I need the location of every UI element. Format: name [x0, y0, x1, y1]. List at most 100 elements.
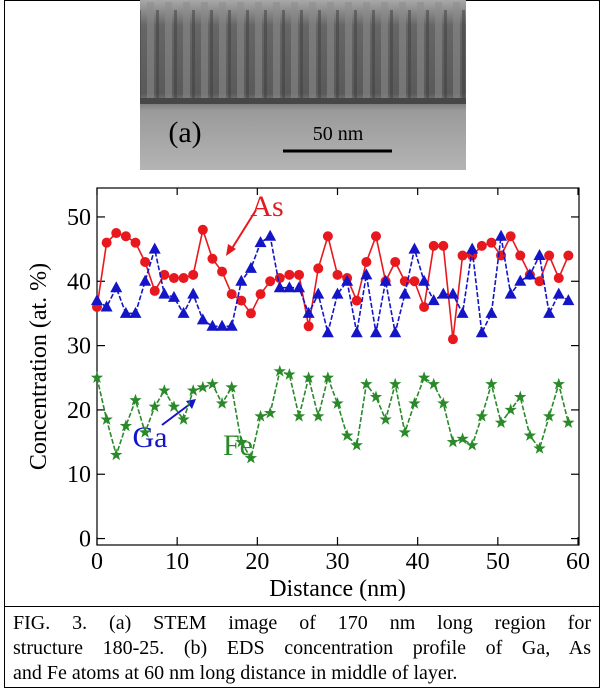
point — [427, 377, 440, 390]
point — [369, 390, 383, 403]
point — [119, 419, 133, 432]
y-tick-label: 10 — [67, 462, 91, 488]
point — [504, 403, 517, 416]
point — [321, 371, 335, 384]
x-tick-label: 20 — [245, 549, 269, 575]
point — [110, 448, 123, 461]
point — [292, 409, 306, 422]
point — [215, 396, 229, 409]
series-line — [96, 370, 570, 461]
y-tick-label: 50 — [67, 205, 91, 231]
point — [139, 274, 152, 286]
point — [523, 429, 537, 441]
point — [274, 273, 285, 284]
point — [476, 240, 487, 251]
point — [417, 371, 431, 384]
point — [331, 396, 344, 409]
point — [158, 287, 171, 299]
point — [321, 326, 334, 338]
point — [138, 425, 152, 438]
legend-label: Fe — [223, 429, 253, 462]
point — [187, 384, 200, 396]
point — [419, 302, 430, 312]
point — [91, 294, 103, 306]
point — [216, 319, 229, 331]
point — [514, 274, 527, 286]
point — [485, 377, 498, 390]
point — [244, 261, 257, 273]
point — [254, 409, 267, 422]
point — [494, 416, 508, 429]
point — [254, 236, 267, 248]
point — [361, 256, 372, 267]
point — [389, 377, 402, 390]
x-tick-label: 10 — [165, 549, 189, 575]
point — [100, 413, 113, 425]
arrow — [161, 403, 191, 426]
point — [226, 289, 237, 300]
point — [273, 281, 286, 293]
point — [264, 229, 277, 241]
point — [534, 276, 545, 287]
point — [331, 287, 344, 299]
x-tick-label: 40 — [406, 549, 430, 575]
scale-bar-label: 50 nm — [313, 123, 364, 145]
point — [552, 287, 565, 299]
point — [187, 287, 200, 299]
stem-image — [140, 0, 466, 170]
point — [350, 326, 363, 338]
point — [196, 380, 209, 393]
point — [437, 287, 450, 299]
point — [542, 409, 556, 422]
point — [217, 266, 228, 277]
point — [486, 237, 497, 248]
point — [418, 274, 431, 286]
point — [263, 406, 277, 419]
caption-line: structure 180-25. (b) EDS concentration … — [13, 637, 591, 659]
x-tick-label: 60 — [566, 549, 590, 575]
point — [360, 377, 373, 390]
point — [379, 413, 392, 425]
point — [553, 273, 564, 284]
point — [523, 268, 536, 280]
y-tick-label: 40 — [67, 269, 91, 295]
point — [119, 306, 132, 318]
point — [437, 396, 450, 409]
caption-line: FIG. 3. (a) STEM image of 170 nm long re… — [13, 612, 591, 634]
figure: (a) 50 nm 0 10 20 30 40 50 0 10 20 30 40 50 60 Distan… — [26, 0, 590, 602]
point — [245, 308, 256, 319]
point — [332, 269, 343, 280]
point — [533, 442, 546, 454]
point — [235, 274, 248, 286]
point — [168, 273, 179, 284]
point — [178, 273, 189, 284]
point — [167, 400, 181, 412]
point — [552, 377, 565, 390]
point — [505, 231, 516, 242]
point — [90, 371, 104, 384]
point — [313, 263, 324, 274]
point — [456, 432, 469, 445]
legend-label: As — [250, 190, 283, 223]
point — [293, 281, 306, 293]
point — [543, 306, 556, 318]
point — [206, 377, 219, 390]
point — [196, 313, 209, 325]
point — [427, 294, 440, 306]
series-line — [96, 226, 570, 340]
point — [101, 237, 112, 248]
point — [312, 409, 325, 422]
plot-frame — [96, 187, 580, 546]
point — [129, 393, 142, 406]
point — [351, 295, 362, 306]
point — [370, 231, 381, 242]
y-axis-label: Concentration (at. %) — [26, 263, 52, 470]
image-label: (a) — [168, 116, 201, 149]
point — [438, 240, 449, 251]
point — [495, 229, 508, 241]
point — [100, 300, 113, 312]
point — [562, 294, 575, 306]
point — [273, 364, 286, 377]
caption: FIG. 3. (a) STEM image of 170 nm long re… — [4, 606, 600, 688]
legend-label: Ga — [133, 421, 168, 454]
